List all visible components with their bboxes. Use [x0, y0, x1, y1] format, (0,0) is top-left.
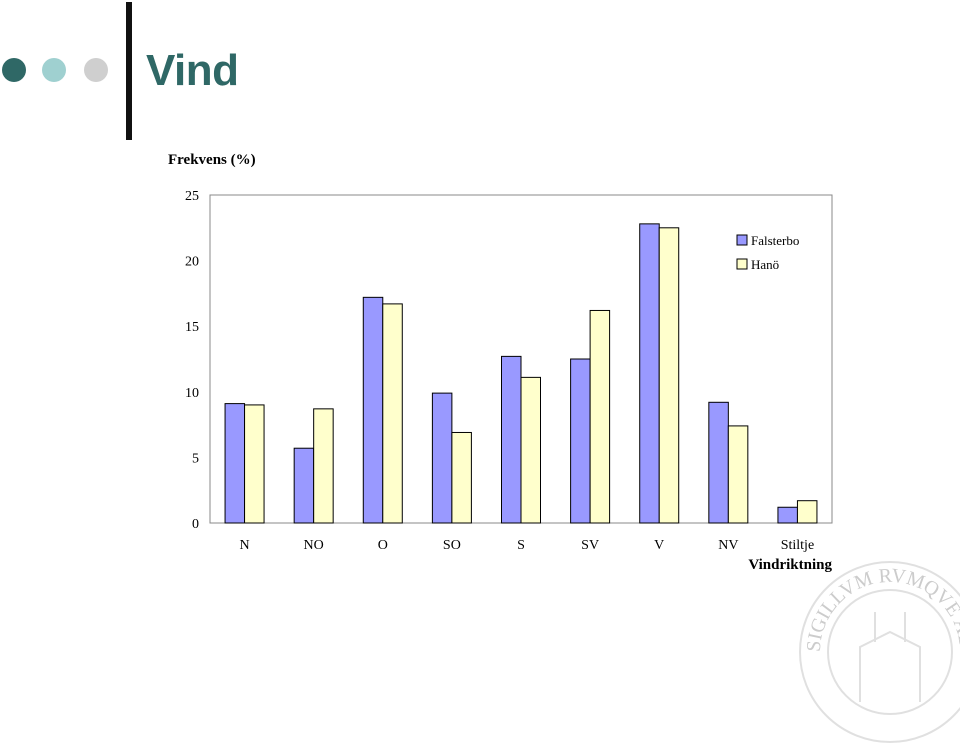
y-tick-label: 25 — [185, 189, 199, 204]
legend-swatch — [736, 234, 748, 246]
bar-han — [658, 227, 680, 524]
legend-label: Hanö — [751, 257, 779, 272]
y-tick-label: 0 — [192, 517, 199, 532]
dot-gray — [84, 58, 108, 82]
bar-falsterbo — [570, 358, 591, 524]
y-tick-label: 10 — [185, 386, 199, 401]
title-divider — [126, 2, 132, 140]
bar-han — [451, 431, 472, 524]
bar-falsterbo — [293, 447, 315, 524]
legend-swatch — [736, 258, 748, 270]
bar-falsterbo — [639, 223, 660, 524]
bar-han — [382, 303, 403, 524]
x-tick-label: Stiltje — [781, 538, 814, 553]
x-axis-label: Vindriktning — [748, 557, 832, 573]
bar-han — [727, 425, 749, 524]
x-tick-label: NV — [718, 538, 738, 553]
bar-han — [520, 376, 541, 524]
bar-chart: 0 5 10 15 20 25 Frekvens (%) N NO O SO S SV V NV Stiltj… — [168, 152, 833, 573]
bar-han — [244, 404, 265, 524]
legend-label: Falsterbo — [751, 233, 799, 248]
bar-falsterbo — [362, 296, 384, 524]
y-axis-label: Frekvens (%) — [168, 152, 256, 168]
y-tick-label: 15 — [185, 320, 199, 335]
bar-han — [313, 408, 334, 524]
bar-han — [589, 309, 611, 524]
decorative-dots — [0, 58, 120, 88]
x-tick-label: N — [239, 538, 249, 553]
y-tick-label: 20 — [185, 255, 199, 270]
bar-falsterbo — [431, 392, 453, 524]
bar-falsterbo — [708, 401, 729, 524]
bar-falsterbo — [777, 506, 798, 524]
x-tick-label: V — [654, 538, 664, 553]
x-tick-label: S — [517, 538, 525, 553]
x-tick-label: SV — [581, 538, 599, 553]
page-title: Vind — [146, 46, 239, 95]
x-tick-label: SO — [443, 538, 461, 553]
bar-falsterbo — [224, 403, 246, 524]
university-seal-icon: SIGILLVM RVMQVE ADVITAM CAROLINAE — [790, 552, 960, 743]
x-tick-label: O — [378, 538, 388, 553]
x-tick-label: NO — [304, 538, 324, 553]
bar-han — [796, 500, 818, 524]
y-tick-label: 5 — [192, 451, 199, 466]
bar-falsterbo — [501, 355, 522, 524]
dot-dark — [2, 58, 26, 82]
dot-light — [42, 58, 66, 82]
